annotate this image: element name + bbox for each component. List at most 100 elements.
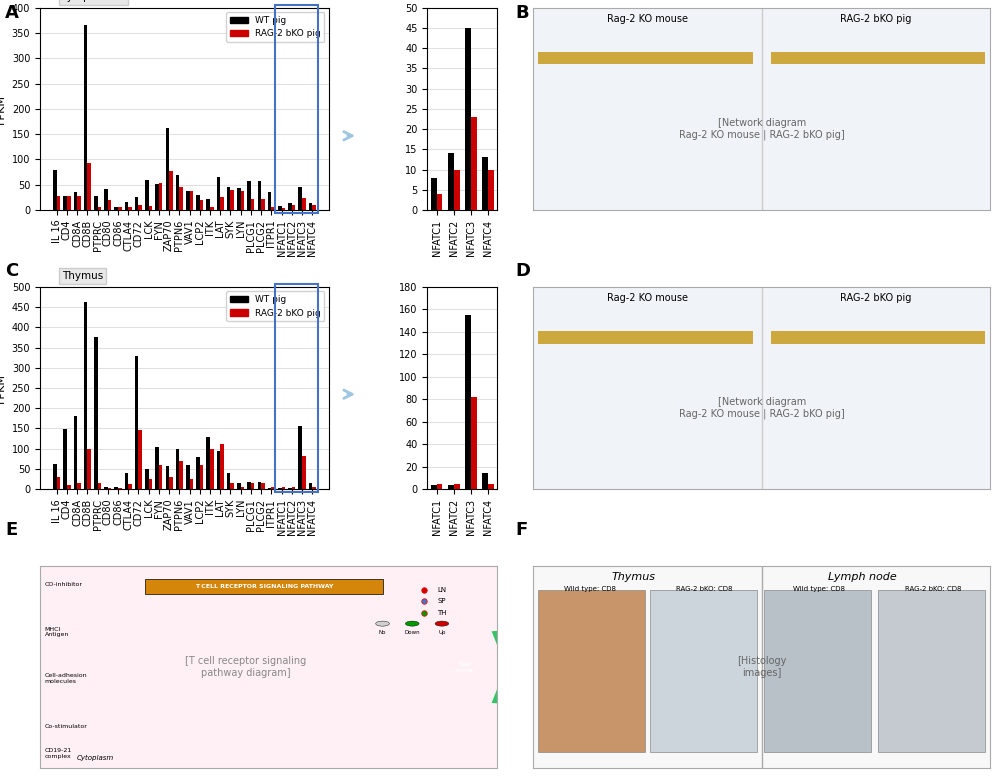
- Bar: [87, 449, 91, 489]
- Bar: [471, 117, 477, 210]
- Text: RAG-2 bKO: CD8: RAG-2 bKO: CD8: [905, 586, 961, 592]
- Text: B: B: [515, 4, 529, 22]
- Bar: [482, 473, 488, 489]
- Bar: [108, 487, 111, 489]
- Text: RAG-2 bKO: CD8: RAG-2 bKO: CD8: [676, 586, 733, 592]
- Bar: [241, 487, 244, 489]
- Text: Lymph node: Lymph node: [62, 0, 125, 2]
- Text: Up: Up: [438, 629, 446, 635]
- Bar: [217, 451, 220, 489]
- Bar: [878, 591, 985, 752]
- Bar: [454, 170, 460, 210]
- Text: No: No: [379, 629, 386, 635]
- Bar: [128, 207, 132, 210]
- Bar: [196, 195, 200, 210]
- Text: [Network diagram
Rag-2 KO mouse | RAG-2 bKO pig]: [Network diagram Rag-2 KO mouse | RAG-2 …: [679, 397, 845, 419]
- Bar: [227, 187, 230, 210]
- Bar: [247, 482, 251, 489]
- Bar: [176, 449, 179, 489]
- Text: [T cell receptor signaling
pathway diagram]: [T cell receptor signaling pathway diagr…: [185, 656, 306, 678]
- Bar: [437, 483, 442, 489]
- Text: Cytoplasm: Cytoplasm: [77, 755, 114, 761]
- Bar: [155, 447, 159, 489]
- Bar: [454, 483, 460, 489]
- Bar: [74, 415, 77, 489]
- Text: A: A: [5, 4, 19, 22]
- Bar: [108, 200, 111, 210]
- Text: MHCI
Antigen: MHCI Antigen: [45, 627, 69, 637]
- Bar: [159, 183, 162, 210]
- Bar: [98, 483, 101, 489]
- Bar: [288, 203, 292, 210]
- Text: E: E: [5, 521, 17, 539]
- Bar: [67, 196, 71, 210]
- Legend: WT pig, RAG-2 bKO pig: WT pig, RAG-2 bKO pig: [226, 12, 324, 42]
- Bar: [312, 487, 316, 489]
- Bar: [84, 26, 87, 210]
- Bar: [764, 591, 871, 752]
- Bar: [53, 464, 57, 489]
- Bar: [190, 191, 193, 210]
- Bar: [210, 207, 214, 210]
- Bar: [125, 203, 128, 210]
- Bar: [448, 485, 454, 489]
- Text: F: F: [515, 521, 527, 539]
- Bar: [288, 487, 292, 489]
- Bar: [200, 200, 203, 210]
- Bar: [77, 483, 81, 489]
- Bar: [220, 197, 224, 210]
- Bar: [538, 52, 753, 64]
- Text: Thymus: Thymus: [62, 271, 103, 281]
- Text: Cell
cycle: Cell cycle: [456, 662, 474, 673]
- Text: TH: TH: [437, 609, 447, 615]
- Bar: [145, 180, 149, 210]
- Bar: [145, 579, 383, 594]
- Bar: [237, 189, 241, 210]
- Y-axis label: FPKM: FPKM: [0, 373, 6, 403]
- Bar: [125, 473, 128, 489]
- Bar: [74, 192, 77, 210]
- Bar: [437, 194, 442, 210]
- Bar: [771, 331, 985, 344]
- Bar: [186, 465, 190, 489]
- Bar: [268, 487, 271, 489]
- Bar: [114, 207, 118, 210]
- Bar: [190, 479, 193, 489]
- Bar: [312, 205, 316, 210]
- Bar: [135, 355, 138, 489]
- Bar: [84, 302, 87, 489]
- Bar: [135, 197, 138, 210]
- Text: Wild type: CD8: Wild type: CD8: [793, 586, 845, 592]
- Ellipse shape: [376, 621, 389, 626]
- Bar: [63, 429, 67, 489]
- Bar: [179, 461, 183, 489]
- Bar: [275, 5, 318, 213]
- Bar: [114, 487, 118, 489]
- Bar: [166, 128, 169, 210]
- Bar: [206, 199, 210, 210]
- Bar: [200, 465, 203, 489]
- Bar: [155, 184, 159, 210]
- Text: Wild type: CD8: Wild type: CD8: [564, 586, 616, 592]
- Text: SP: SP: [437, 598, 446, 605]
- Bar: [237, 483, 241, 489]
- Bar: [278, 487, 282, 489]
- Bar: [488, 170, 494, 210]
- Bar: [67, 485, 71, 489]
- Bar: [149, 480, 152, 489]
- Bar: [292, 205, 295, 210]
- Bar: [145, 469, 149, 489]
- Bar: [298, 187, 302, 210]
- Bar: [465, 315, 471, 489]
- Bar: [217, 177, 220, 210]
- Bar: [538, 591, 645, 752]
- Text: D: D: [515, 262, 530, 280]
- Bar: [166, 466, 169, 489]
- Text: Rag-2 KO mouse: Rag-2 KO mouse: [607, 293, 688, 303]
- Bar: [431, 485, 437, 489]
- Bar: [650, 591, 757, 752]
- Bar: [309, 483, 312, 489]
- Text: Thymus: Thymus: [612, 572, 656, 582]
- Bar: [94, 196, 98, 210]
- Text: Cell-adhesion
molecules: Cell-adhesion molecules: [45, 674, 87, 684]
